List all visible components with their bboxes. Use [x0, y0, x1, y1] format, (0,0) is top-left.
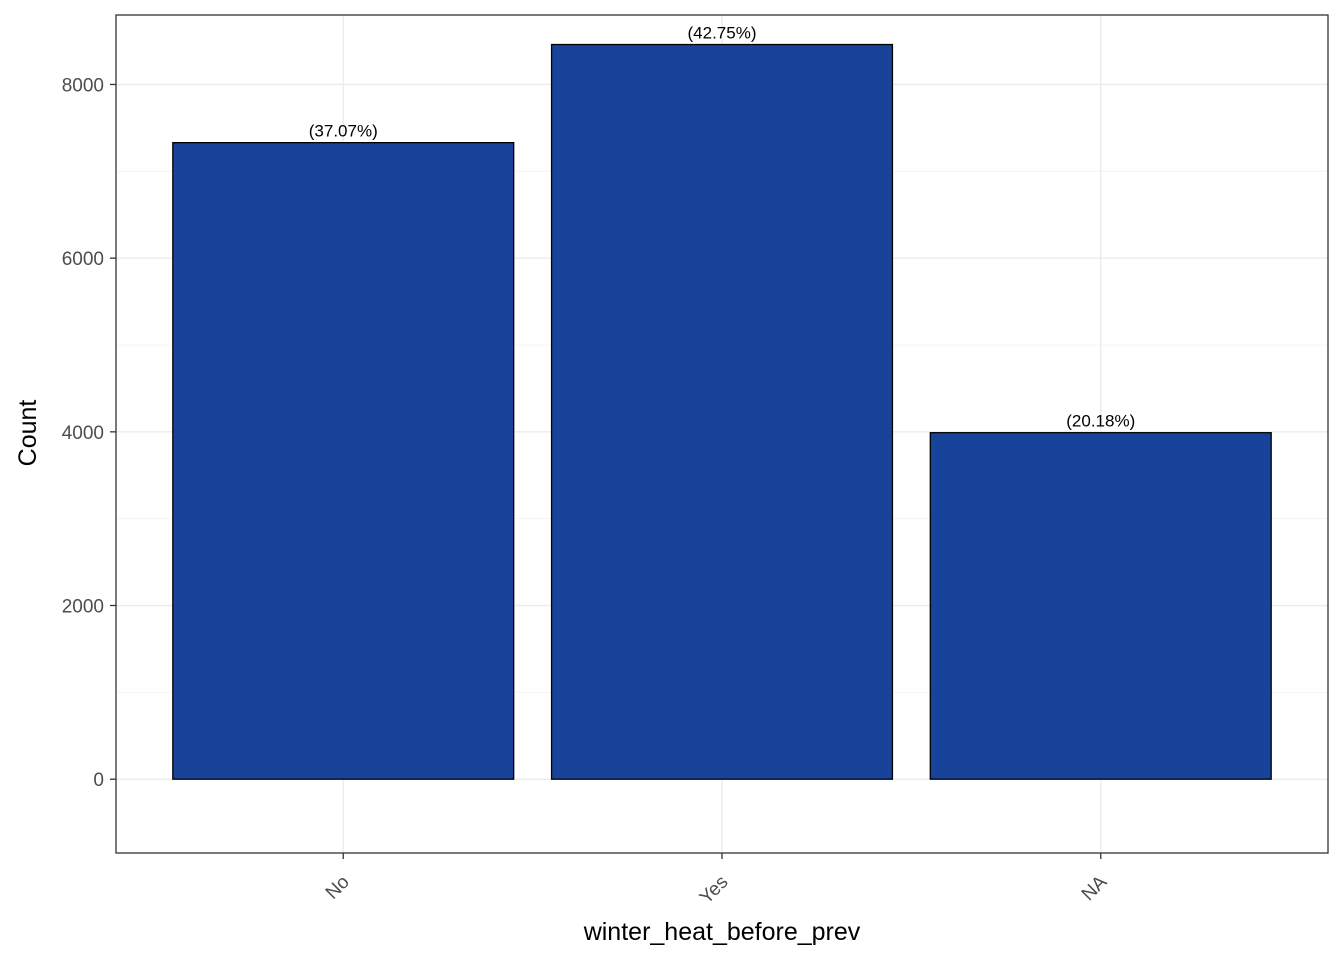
- bar-na: [929, 432, 1272, 780]
- y-tick-label: 2000: [62, 597, 104, 618]
- y-tick-label: 4000: [62, 423, 104, 444]
- bar-data-label: (20.18%): [1066, 412, 1135, 431]
- y-tick-label: 8000: [62, 75, 104, 96]
- x-axis-title: winter_heat_before_prev: [583, 918, 861, 946]
- bar-data-label: (42.75%): [688, 24, 757, 43]
- y-axis-title: Count: [14, 400, 42, 467]
- bars-group: [172, 43, 1272, 780]
- bar-labels-group: (37.07%) (42.75%) (20.18%): [309, 24, 1135, 431]
- y-tick-label: 0: [93, 770, 104, 791]
- y-axis: 0 2000 4000 6000 8000: [62, 75, 116, 791]
- y-tick-label: 6000: [62, 249, 104, 270]
- bar-no: [172, 142, 515, 780]
- bar-data-label: (37.07%): [309, 122, 378, 141]
- bar-yes: [550, 43, 894, 780]
